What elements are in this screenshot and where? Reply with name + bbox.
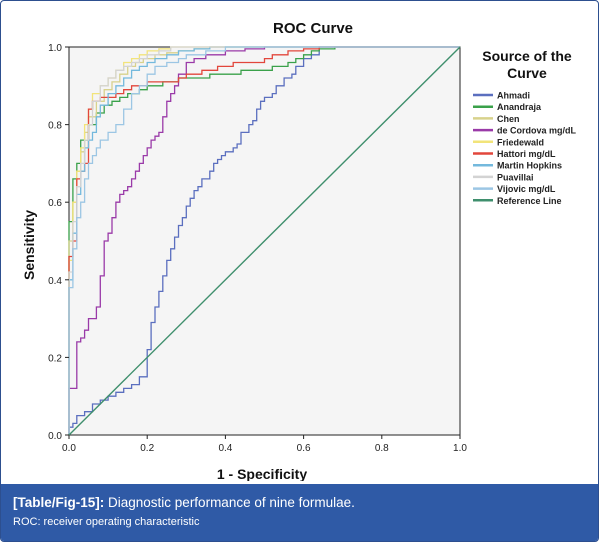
legend-label-ahmadi: Ahmadi (497, 91, 530, 101)
chart-title: ROC Curve (273, 20, 353, 37)
caption-bar: [Table/Fig-15]: Diagnostic performance o… (1, 484, 598, 541)
legend-label-anandraja: Anandraja (497, 102, 542, 112)
legend-title: Source of the Curve (482, 48, 572, 81)
legend-label-friedewald: Friedewald (497, 137, 544, 147)
y-tick-label: 0.0 (48, 431, 62, 442)
caption-label: [Table/Fig-15]: (13, 495, 105, 510)
roc-chart: ROC Curve 0.0 0.2 0.4 0.6 0.8 1.0 0.0 0.2 0.4 0.6… (7, 7, 592, 481)
y-tick-label: 0.8 (48, 121, 62, 132)
legend-label-martin-hopkins: Martin Hopkins (497, 161, 562, 171)
x-tick-label: 0.2 (140, 443, 154, 454)
x-tick-label: 0.4 (218, 443, 232, 454)
y-axis-label: Sensitivity (21, 210, 37, 280)
caption-line: [Table/Fig-15]: Diagnostic performance o… (13, 494, 588, 511)
legend-label-reference-line: Reference Line (497, 196, 562, 206)
x-tick-label: 0.0 (62, 443, 76, 454)
y-tick-label: 0.2 (48, 353, 62, 364)
series-layer (68, 46, 461, 436)
legend-label-hattori-mg-dl: Hattori mg/dL (497, 149, 556, 159)
chart-area: ROC Curve 0.0 0.2 0.4 0.6 0.8 1.0 0.0 0.2 0.4 0.6… (7, 7, 592, 481)
x-axis-label: 1 - Specificity (217, 466, 307, 481)
legend-label-puavillai: Puavillai (497, 172, 534, 182)
caption-text: Diagnostic performance of nine formulae. (104, 495, 355, 510)
x-tick-label: 0.8 (375, 443, 389, 454)
y-tick-label: 0.4 (48, 276, 62, 287)
series-line-vijovic-mg-dl (68, 46, 460, 435)
series-line-de-cordova-mg-dl (68, 46, 460, 435)
series-line-ahmadi (68, 46, 460, 435)
x-tick-label: 0.6 (297, 443, 311, 454)
axes-layer: 0.0 0.2 0.4 0.6 0.8 1.0 0.0 0.2 0.4 0.6 0.8 1.0 (48, 43, 467, 454)
series-line-reference-line (68, 46, 461, 436)
caption-note: ROC: receiver operating characteristic (13, 516, 200, 528)
legend-label-vijovic-mg-dl: Vijovic mg/dL (497, 184, 556, 194)
x-tick-label: 1.0 (453, 443, 467, 454)
series-line-puavillai (68, 46, 460, 435)
y-tick-label: 1.0 (48, 43, 62, 54)
y-tick-label: 0.6 (48, 198, 62, 209)
legend-label-chen: Chen (497, 114, 520, 124)
legend-label-de-cordova-mg-dl: de Cordova mg/dL (497, 126, 577, 136)
